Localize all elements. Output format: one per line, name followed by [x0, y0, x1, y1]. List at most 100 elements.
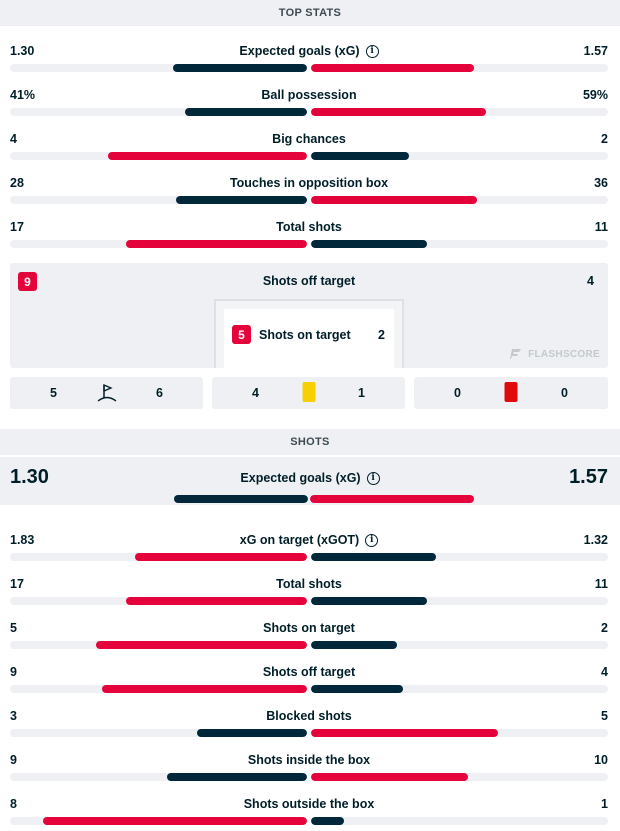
home-bar-fill — [125, 240, 307, 248]
away-bar-track — [311, 597, 608, 605]
away-bar-track — [311, 641, 608, 649]
home-value: 9 — [10, 753, 17, 767]
shots-header: SHOTS — [0, 429, 620, 455]
watermark: FLASHSCORE — [510, 348, 600, 360]
home-bar-track — [10, 196, 307, 204]
away-value: 11 — [594, 577, 608, 591]
home-bar-fill — [102, 685, 307, 693]
watermark-text: FLASHSCORE — [528, 348, 600, 360]
away-value: 1.32 — [583, 533, 608, 547]
info-icon[interactable]: i — [365, 44, 379, 58]
stat-label-text: Shots outside the box — [243, 797, 375, 811]
away-bar-track — [311, 64, 608, 72]
home-value: 3 — [10, 709, 17, 723]
home-bar-fill — [176, 196, 307, 204]
home-value: 8 — [10, 797, 17, 811]
yellow-card-icon — [302, 382, 315, 402]
home-value: 4 — [10, 132, 17, 146]
home-bar-track — [10, 495, 308, 503]
home-bar-fill — [173, 495, 308, 503]
home-value: 9 — [10, 665, 17, 679]
shots-on-away-value: 2 — [378, 328, 385, 342]
shots-off-home-badge: 9 — [18, 272, 37, 291]
stat-label-text: Total shots — [276, 220, 342, 234]
stat-row-shots-on-target: 5 Shots on target 2 — [10, 615, 608, 659]
stat-label-text: Ball possession — [261, 88, 357, 102]
shots-on-label: Shots on target — [259, 328, 351, 342]
stat-label: Shots inside the box — [10, 753, 608, 767]
home-bar-fill — [173, 64, 307, 72]
stat-label: Total shots — [10, 220, 608, 234]
stat-label: Expected goals (xG) i — [0, 471, 620, 485]
away-bar-track — [311, 685, 608, 693]
corners-away: 6 — [156, 386, 163, 400]
stat-label-text: Big chances — [272, 132, 346, 146]
home-bar-fill — [167, 773, 307, 781]
stat-row-shots-outside-the-box: 8 Shots outside the box 1 — [10, 791, 608, 831]
stat-row-expected-goals-xg: 1.30 Expected goals (xG) i 1.57 — [10, 38, 608, 82]
home-bar-track — [10, 152, 307, 160]
red-cards-box: 0 0 — [414, 377, 608, 409]
stat-label: Blocked shots — [10, 709, 608, 723]
red-card-icon — [504, 382, 518, 402]
away-bar-fill — [311, 64, 475, 72]
home-bar-track — [10, 817, 307, 825]
yellow-cards-home: 4 — [252, 386, 259, 400]
away-bar-track — [311, 553, 608, 561]
stat-row-total-shots: 17 Total shots 11 — [10, 571, 608, 615]
home-value: 1.30 — [10, 466, 49, 488]
away-bar-track — [311, 240, 608, 248]
home-bar-track — [10, 597, 307, 605]
yellow-cards-away: 1 — [358, 386, 365, 400]
away-bar-fill — [311, 817, 344, 825]
home-bar-fill — [108, 152, 307, 160]
away-bar-fill — [311, 240, 427, 248]
home-bar-fill — [42, 817, 307, 825]
stat-label: Expected goals (xG) i — [10, 44, 608, 58]
corner-flag-icon — [96, 382, 118, 409]
home-value: 17 — [10, 220, 24, 234]
stat-label-text: Shots on target — [263, 621, 355, 635]
away-value: 10 — [594, 753, 608, 767]
stat-label-text: Shots off target — [262, 665, 356, 679]
stat-row-blocked-shots: 3 Blocked shots 5 — [10, 703, 608, 747]
home-bar-fill — [134, 553, 307, 561]
away-value: 1 — [601, 797, 608, 811]
away-bar-fill — [311, 152, 409, 160]
stat-label: xG on target (xGOT) i — [10, 533, 608, 547]
corners-home: 5 — [50, 386, 57, 400]
home-bar-track — [10, 641, 307, 649]
stat-row-ball-possession: 41% Ball possession 59% — [10, 82, 608, 126]
home-bar-track — [10, 729, 307, 737]
home-value: 17 — [10, 577, 24, 591]
home-value: 28 — [10, 176, 24, 190]
home-value: 1.30 — [10, 44, 35, 58]
home-bar-track — [10, 685, 307, 693]
away-value: 5 — [601, 709, 608, 723]
info-icon[interactable]: i — [365, 533, 379, 547]
stat-label: Shots on target — [10, 621, 608, 635]
home-bar-fill — [96, 641, 307, 649]
away-value: 11 — [594, 220, 608, 234]
red-cards-home: 0 — [454, 386, 461, 400]
away-bar-track — [311, 152, 608, 160]
stat-label: Touches in opposition box — [10, 176, 608, 190]
corners-box: 5 6 — [10, 377, 203, 409]
stat-label-text: Total shots — [276, 577, 342, 591]
stat-row-shots-inside-the-box: 9 Shots inside the box 10 — [10, 747, 608, 791]
away-value: 36 — [594, 176, 608, 190]
top-stats-header: TOP STATS — [0, 0, 620, 26]
away-value: 4 — [601, 665, 608, 679]
away-bar-track — [311, 817, 608, 825]
away-bar-fill — [311, 641, 398, 649]
away-value: 2 — [601, 132, 608, 146]
stat-row-big-chances: 4 Big chances 2 — [10, 126, 608, 170]
home-bar-track — [10, 553, 307, 561]
away-bar-track — [311, 196, 608, 204]
info-icon[interactable]: i — [366, 471, 380, 485]
away-bar-fill — [311, 685, 404, 693]
stat-label-text: Blocked shots — [266, 709, 352, 723]
shots-off-away-value: 4 — [587, 274, 594, 288]
stat-label-text: Expected goals (xG) — [239, 44, 360, 58]
away-value: 1.57 — [583, 44, 608, 58]
